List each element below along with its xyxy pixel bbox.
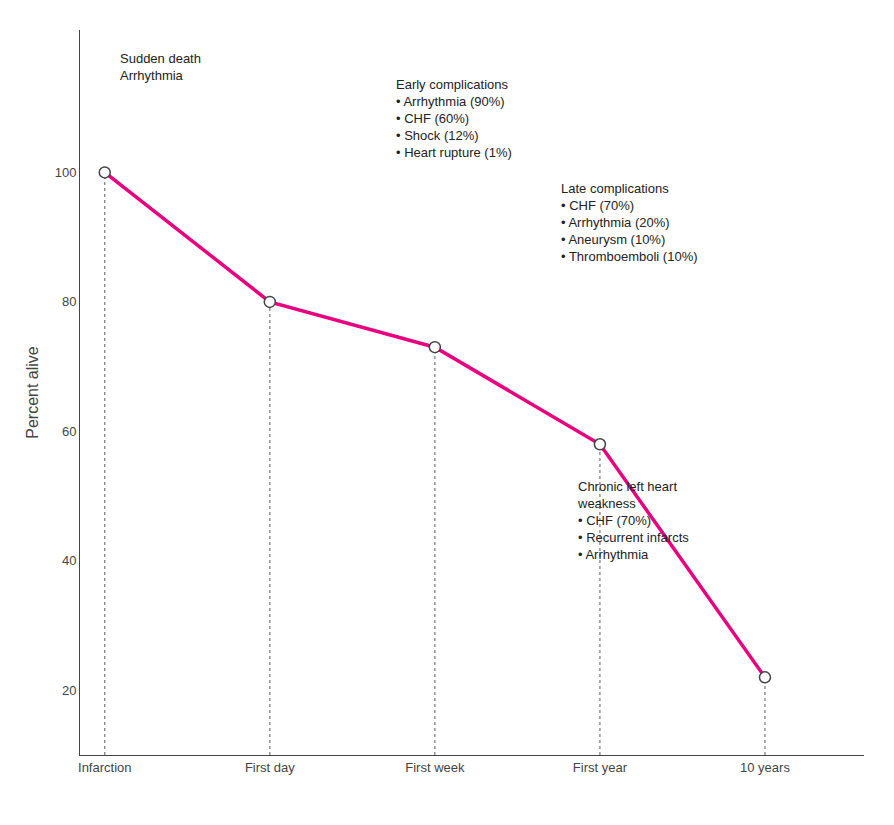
svg-text:Early complications• Arrhythmi: Early complications• Arrhythmia (90%)• C… [396, 77, 512, 160]
svg-text:First week: First week [405, 760, 465, 775]
svg-text:Infarction: Infarction [78, 760, 131, 775]
svg-text:Sudden deathArrhythmia: Sudden deathArrhythmia [120, 51, 201, 83]
svg-text:40: 40 [62, 553, 76, 568]
svg-text:10 years: 10 years [740, 760, 790, 775]
svg-text:First day: First day [245, 760, 295, 775]
svg-text:First year: First year [573, 760, 628, 775]
svg-text:20: 20 [62, 683, 76, 698]
svg-text:100: 100 [55, 165, 77, 180]
svg-text:Chronic left heartweakness• CH: Chronic left heartweakness• CHF (70%)• R… [577, 479, 689, 562]
svg-text:60: 60 [62, 424, 76, 439]
svg-text:Percent alive: Percent alive [24, 346, 41, 439]
svg-text:80: 80 [62, 294, 76, 309]
svg-text:Late complications• CHF (70%)•: Late complications• CHF (70%)• Arrhythmi… [561, 181, 698, 264]
